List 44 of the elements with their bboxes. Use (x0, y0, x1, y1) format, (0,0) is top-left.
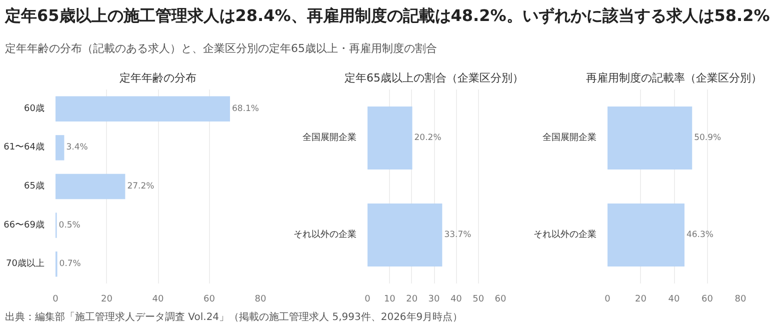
y-tick-label: 60歳 (24, 102, 44, 114)
x-tick-label: 40 (668, 294, 680, 304)
chart-title: 再雇用制度の記載率（企業区分別） (586, 72, 762, 84)
data-label: 20.2% (414, 133, 442, 143)
y-tick-label: 61〜64歳 (4, 142, 44, 153)
source-note: 出典：編集部「施工管理求人データ調査 Vol.24」（掲載の施工管理求人 5,993件、2026年9月時点） (5, 311, 463, 325)
x-tick-label: 10 (384, 294, 396, 304)
data-label: 68.1% (232, 104, 260, 114)
x-tick-label: 80 (254, 294, 266, 304)
x-tick-label: 0 (364, 294, 371, 304)
bar (56, 96, 230, 122)
y-tick-label: 全国展開企業 (302, 132, 356, 143)
x-tick-label: 60 (204, 294, 216, 304)
x-tick-label: 20 (635, 294, 647, 304)
x-tick-label: 50 (472, 294, 484, 304)
data-label: 3.4% (66, 142, 88, 153)
data-label: 27.2% (127, 182, 154, 192)
y-tick-label: それ以外の企業 (294, 229, 356, 240)
x-tick-label: 60 (702, 294, 714, 304)
y-tick-label: それ以外の企業 (534, 229, 596, 240)
x-tick-label: 30 (428, 294, 440, 304)
y-tick-label: 66〜69歳 (4, 219, 44, 230)
bar (56, 135, 64, 160)
data-label: 33.7% (444, 230, 472, 240)
x-tick-label: 0 (52, 294, 59, 304)
text: 定年65歳以上の施工管理求人は28.4%、再雇用制度の記載は48.2%。いずれかに該当する求人は58.2% (5, 5, 770, 27)
x-tick-label: 40 (450, 294, 462, 304)
text: 定年年齢の分布（記載のある求人）と、企業区分別の定年65歳以上・再雇用制度の割合 (5, 41, 437, 57)
x-tick-label: 20 (101, 294, 113, 304)
y-tick-label: 70歳以上 (6, 258, 44, 270)
x-tick-label: 40 (152, 294, 164, 304)
data-label: 0.5% (58, 220, 80, 230)
bar (56, 174, 126, 200)
x-tick-label: 80 (734, 294, 746, 304)
chart-title: 定年年齢の分布 (120, 72, 196, 84)
x-tick-label: 20 (406, 294, 418, 304)
data-label: 46.3% (686, 230, 714, 240)
chart-title: 定年65歳以上の割合（企業区分別） (344, 72, 524, 84)
y-tick-label: 65歳 (24, 180, 44, 192)
data-label: 0.7% (59, 259, 81, 270)
y-tick-label: 全国展開企業 (542, 132, 596, 143)
data-label: 50.9% (694, 133, 722, 143)
x-tick-label: 60 (494, 294, 506, 304)
x-tick-label: 0 (604, 294, 611, 304)
